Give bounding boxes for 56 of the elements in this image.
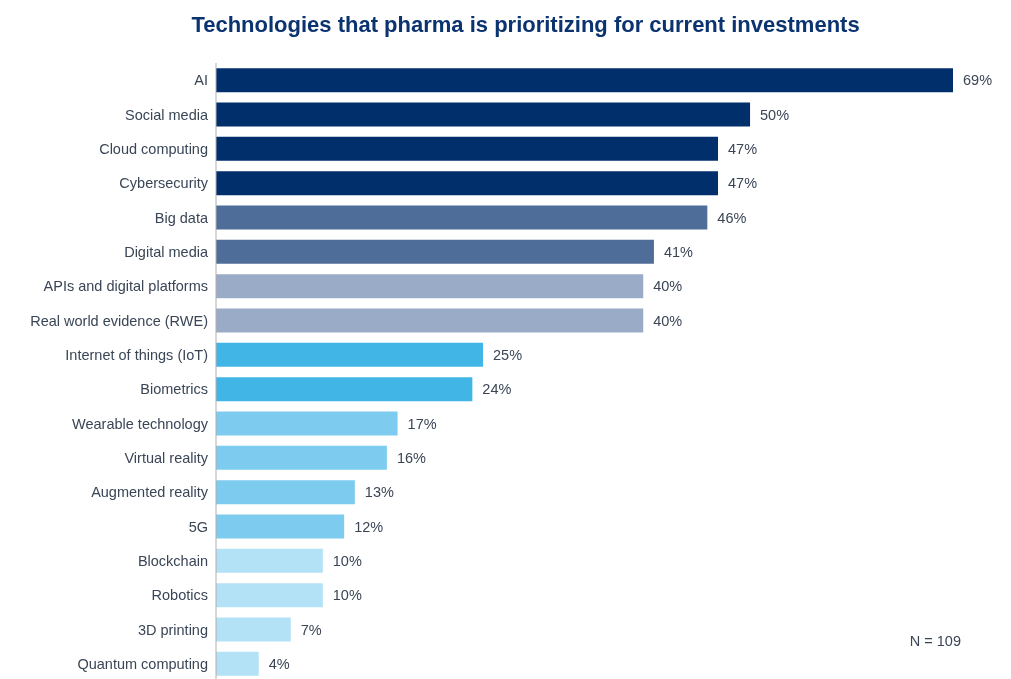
data-label: 41% <box>663 243 694 260</box>
bar <box>216 445 387 470</box>
y-tick-label: 3D printing <box>137 621 208 638</box>
y-tick-label: Quantum computing <box>77 655 208 672</box>
y-tick-label: Cloud computing <box>99 140 208 157</box>
bar <box>216 617 291 642</box>
y-tick-label: APIs and digital platforms <box>43 278 208 295</box>
data-label: 10% <box>332 552 362 569</box>
bar <box>216 68 953 93</box>
bar <box>216 651 259 676</box>
bar <box>216 411 398 436</box>
data-label: 13% <box>364 484 394 501</box>
y-tick-label: Biometrics <box>140 381 208 398</box>
bar <box>216 548 323 573</box>
data-label: 40% <box>653 312 683 329</box>
y-tick-label: 5G <box>188 518 208 535</box>
y-tick-label: AI <box>194 72 208 89</box>
data-label: 24% <box>482 381 512 398</box>
bar <box>216 514 345 539</box>
bar <box>216 205 708 230</box>
bar <box>216 274 644 299</box>
bar <box>216 102 751 127</box>
data-label: 17% <box>407 415 437 432</box>
y-tick-label: Social media <box>124 106 209 123</box>
data-label: 47% <box>728 175 758 192</box>
y-tick-label: Digital media <box>124 243 209 260</box>
chart-title: Technologies that pharma is prioritizing for current investments <box>190 11 861 39</box>
bar <box>216 583 323 608</box>
bar <box>216 239 654 264</box>
bar <box>216 136 719 161</box>
data-label: 46% <box>717 209 747 226</box>
bar <box>216 171 719 196</box>
data-label: 40% <box>653 278 683 295</box>
bar <box>216 480 355 505</box>
bar <box>216 308 644 333</box>
annotation: N = 109 <box>909 633 961 649</box>
data-label: 4% <box>268 655 290 672</box>
y-tick-label: Real world evidence (RWE) <box>30 312 208 329</box>
y-tick-label: Big data <box>154 209 209 226</box>
data-label: 10% <box>332 587 362 604</box>
y-tick-label: Cybersecurity <box>119 175 209 192</box>
y-tick-label: Augmented reality <box>91 484 209 501</box>
bar <box>216 342 484 367</box>
data-label: 25% <box>493 346 523 363</box>
data-label: 7% <box>300 621 322 638</box>
y-tick-label: Virtual reality <box>124 449 209 466</box>
data-label: 16% <box>396 449 427 466</box>
y-tick-label: Blockchain <box>137 552 208 569</box>
y-tick-label: Internet of things (IoT) <box>65 346 208 363</box>
data-label: 69% <box>963 72 993 89</box>
bar <box>216 377 473 402</box>
y-tick-label: Wearable technology <box>72 415 209 432</box>
data-label: 50% <box>760 106 790 123</box>
y-tick-label: Robotics <box>151 587 208 604</box>
data-label: 47% <box>728 140 758 157</box>
data-label: 12% <box>354 518 384 535</box>
